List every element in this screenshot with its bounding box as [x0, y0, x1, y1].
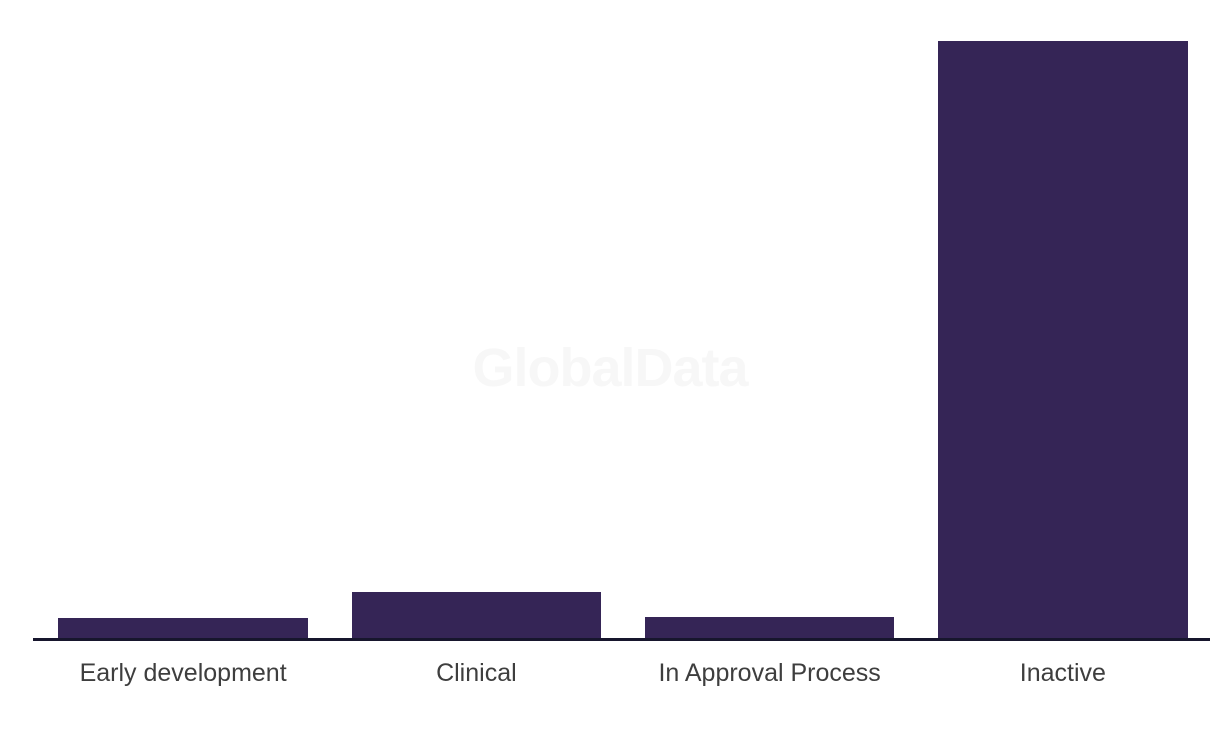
- bar-inactive[interactable]: [938, 41, 1188, 640]
- x-axis-label-early-development: Early development: [79, 659, 287, 687]
- bar-in-approval-process[interactable]: [644, 617, 895, 640]
- x-axis-line: [33, 638, 1210, 641]
- bar-clinical[interactable]: [351, 592, 602, 640]
- x-axis-label-in-approval-process: In Approval Process: [658, 659, 881, 687]
- x-axis-label-inactive: Inactive: [1019, 659, 1106, 687]
- x-axis-label-clinical: Clinical: [436, 659, 517, 687]
- bar-early-development[interactable]: [58, 618, 308, 640]
- globaldata-watermark: GlobalData: [472, 338, 748, 398]
